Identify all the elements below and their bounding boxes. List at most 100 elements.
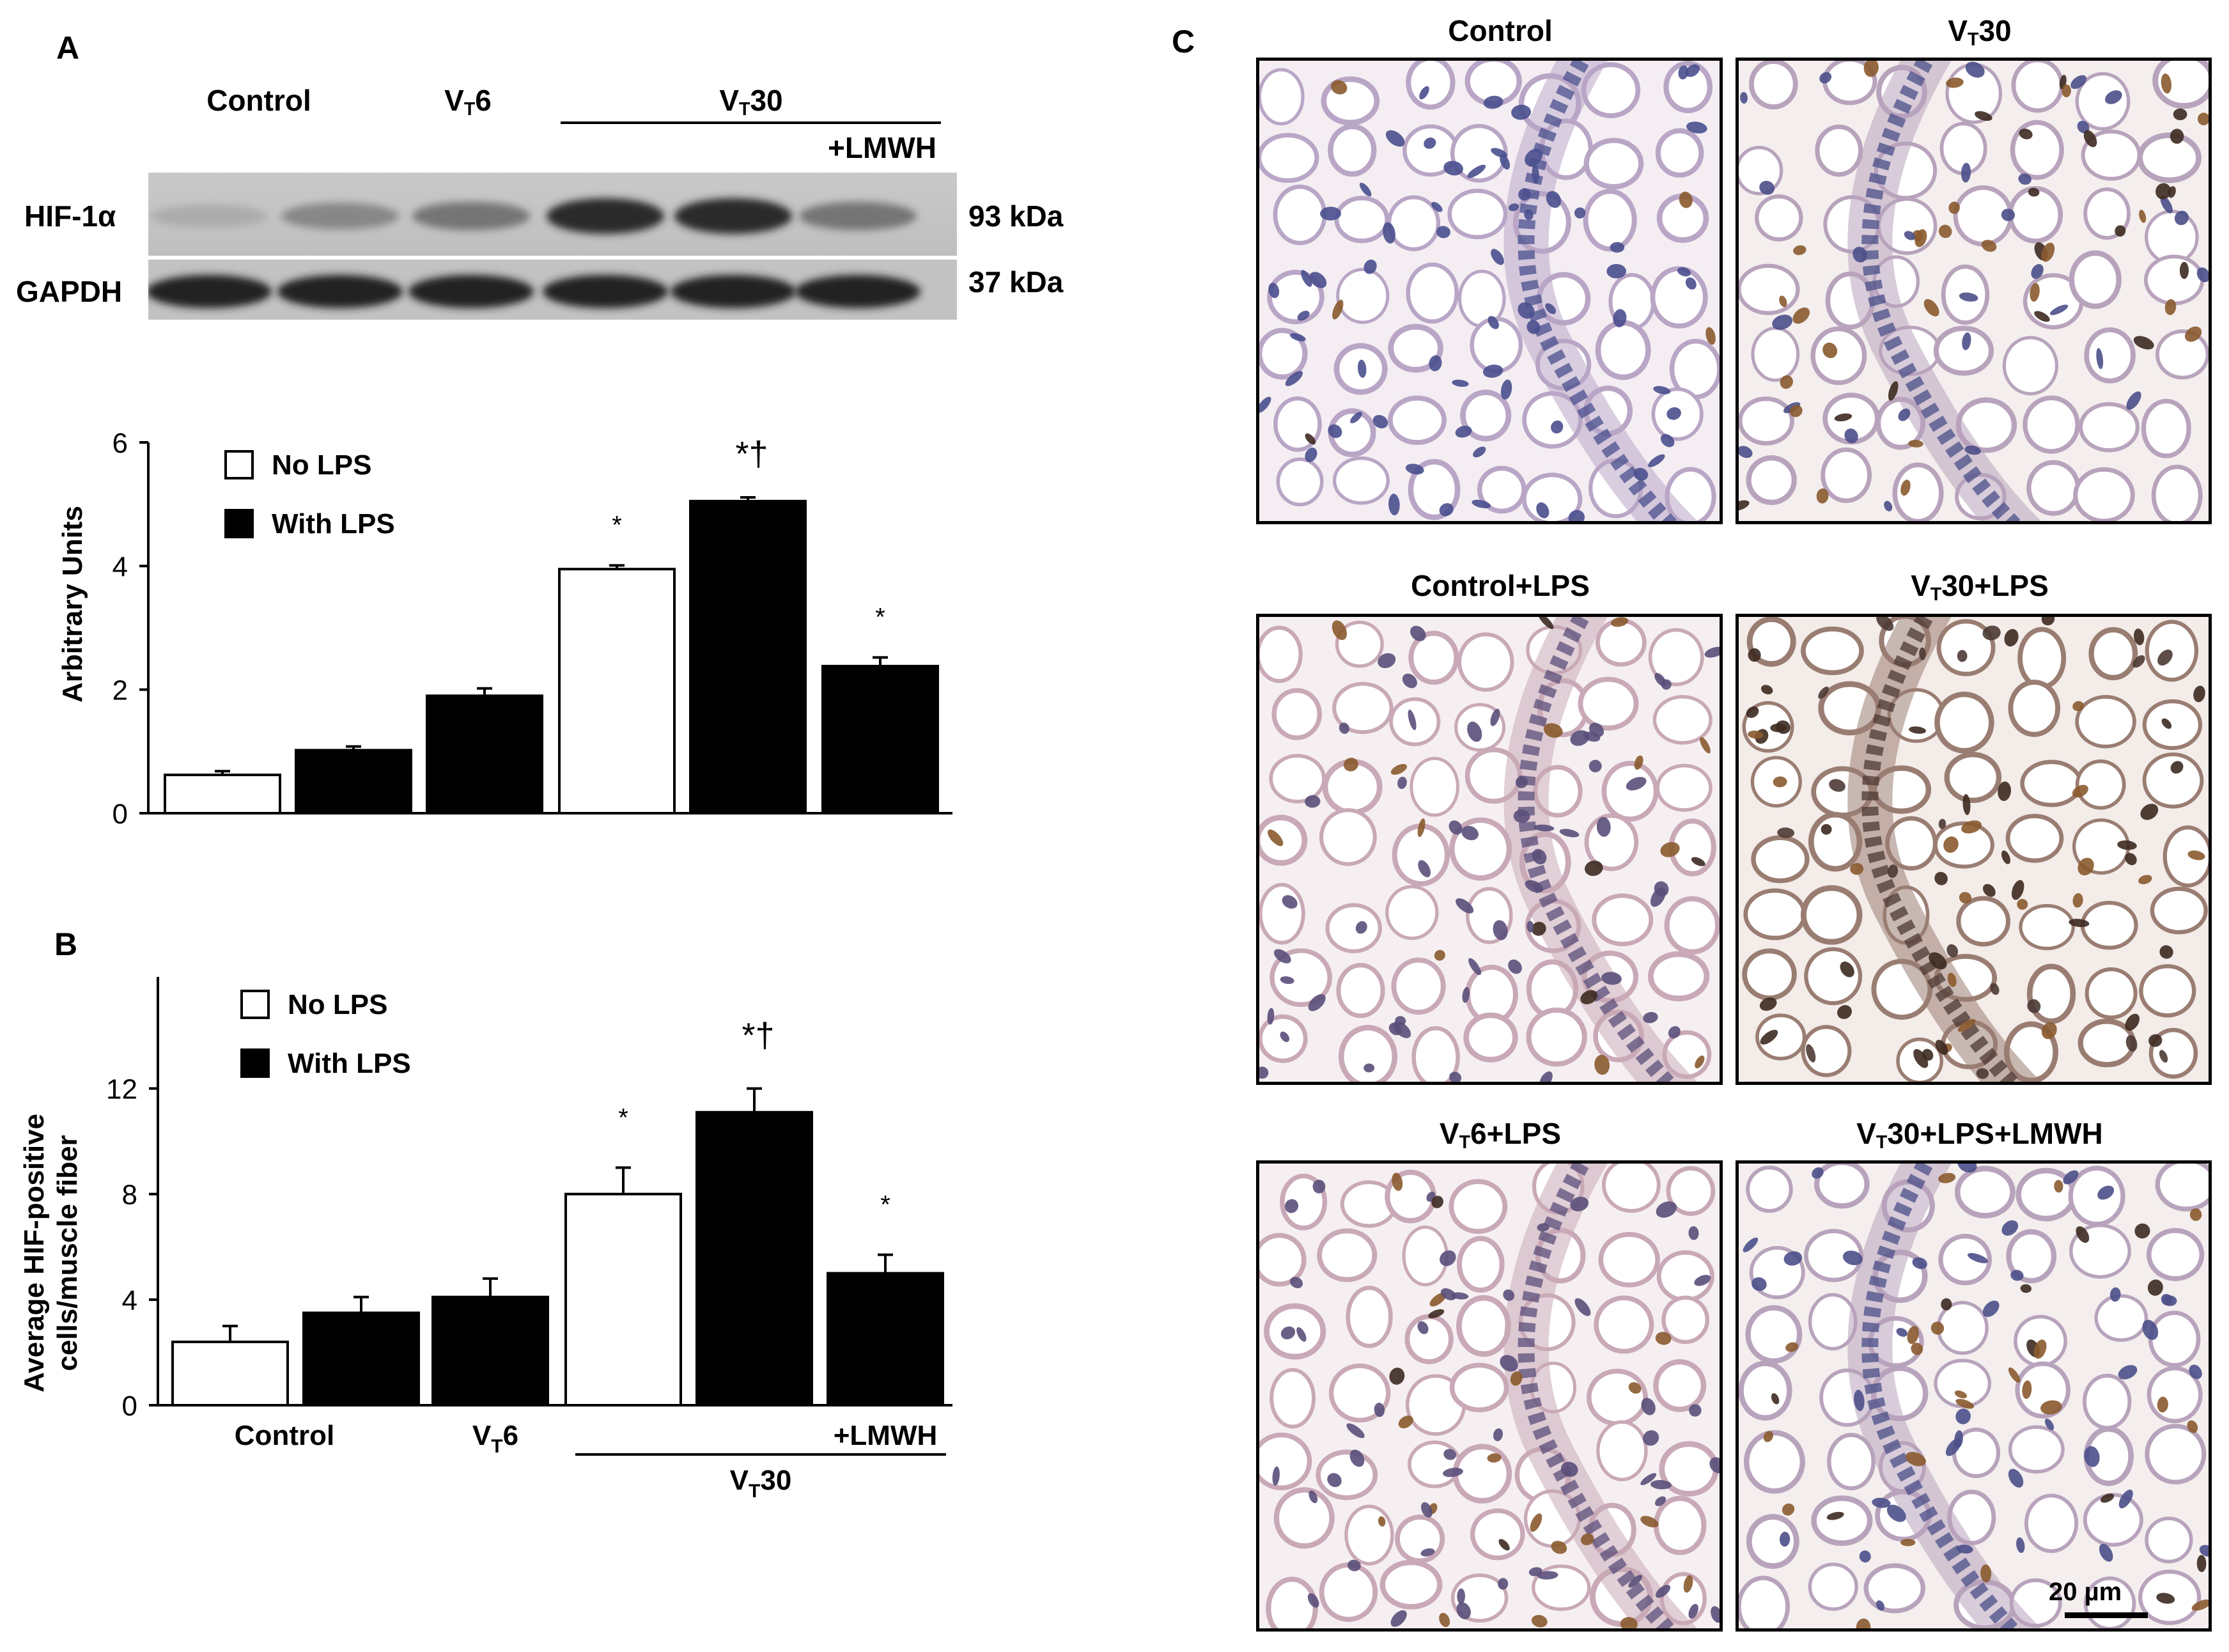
- cell-nucleus: [2027, 999, 2041, 1013]
- cell-nucleus: [1654, 881, 1669, 897]
- legend-label: With LPS: [272, 508, 395, 540]
- cell-nucleus: [1772, 315, 1793, 330]
- cell-nucleus: [1508, 959, 1522, 974]
- cell-nucleus: [2160, 196, 2173, 214]
- cell-nucleus: [1655, 1332, 1672, 1345]
- blot-protein-hif: HIF-1α: [24, 199, 116, 233]
- cell-nucleus: [1884, 501, 1893, 511]
- cell-nucleus: [1372, 415, 1388, 429]
- alveolus: [2083, 1493, 2143, 1547]
- cell-nucleus: [1634, 755, 1643, 770]
- alveolus: [1338, 1025, 1398, 1082]
- alveolus: [2155, 329, 2209, 380]
- cell-nucleus: [1929, 952, 1947, 970]
- cell-nucleus: [1443, 1449, 1456, 1460]
- cell-nucleus: [1666, 407, 1681, 420]
- cell-nucleus: [1388, 494, 1400, 516]
- scale-bar-label: 20 µm: [2049, 1578, 2122, 1606]
- alveolus: [2084, 327, 2136, 384]
- cell-nucleus: [2193, 685, 2205, 703]
- alveolus: [2139, 964, 2196, 1018]
- cell-nucleus: [1532, 848, 1547, 865]
- cell-nucleus: [1268, 283, 1280, 299]
- alveolus: [1388, 395, 1447, 445]
- chart-b: 0 4 8 12 Average HIF-positive cells/muscle fi…: [0, 946, 997, 1509]
- gapdh-band: [543, 275, 668, 308]
- alveolus: [2148, 1027, 2198, 1079]
- cell-nucleus: [2010, 1270, 2024, 1281]
- cell-nucleus: [2159, 945, 2173, 959]
- cell-nucleus: [2041, 242, 2055, 262]
- alveolus: [1410, 756, 1460, 817]
- alveolus: [1956, 896, 2011, 947]
- cell-nucleus: [2049, 304, 2069, 315]
- alveolus: [1448, 1179, 1508, 1235]
- cell-nucleus: [1913, 1048, 1929, 1068]
- cell-nucleus: [1309, 272, 1327, 288]
- alveolus: [1334, 196, 1390, 244]
- cell-nucleus: [1886, 1504, 1906, 1522]
- alveolus: [2145, 1424, 2207, 1484]
- cell-nucleus: [1943, 836, 1959, 853]
- alveolus: [1266, 1577, 1318, 1628]
- bar: [431, 1295, 549, 1407]
- cell-nucleus: [2063, 1170, 2079, 1185]
- cell-nucleus: [1515, 776, 1528, 788]
- cell-nucleus: [2148, 1034, 2163, 1047]
- cell-nucleus: [2187, 1420, 2198, 1433]
- alveolus: [1325, 903, 1382, 954]
- cell-nucleus: [2125, 853, 2137, 866]
- micro-title-2: Control+LPS: [1411, 569, 1590, 602]
- cell-nucleus: [2099, 1543, 2113, 1562]
- alveolus: [2078, 401, 2140, 453]
- cell-nucleus: [2161, 718, 2172, 729]
- cell-nucleus: [1947, 972, 1957, 987]
- cell-nucleus: [1439, 1612, 1450, 1627]
- cell-nucleus: [2196, 267, 2209, 283]
- cell-nucleus: [1518, 188, 1531, 201]
- cell-nucleus: [2022, 1380, 2032, 1399]
- cell-nucleus: [2161, 74, 2171, 94]
- cell-nucleus: [1511, 104, 1532, 120]
- cell-nucleus: [2126, 391, 2141, 410]
- alveolus: [1270, 948, 1332, 1008]
- cell-nucleus: [1346, 1423, 1365, 1438]
- micrograph-control: [1256, 58, 1723, 524]
- cell-nucleus: [1780, 375, 1793, 389]
- cell-nucleus: [1965, 61, 1985, 78]
- alveolus: [1601, 1164, 1661, 1213]
- cell-nucleus: [1285, 1199, 1299, 1213]
- alveolus: [1395, 1515, 1445, 1564]
- alveolus: [1933, 325, 1994, 376]
- blot-vt30-bracket-line: [561, 121, 941, 124]
- cell-nucleus: [2008, 1367, 2021, 1383]
- blot-size-93: 93 kDa: [968, 199, 1064, 233]
- alveolus: [1892, 462, 1944, 521]
- cell-nucleus: [1421, 1502, 1433, 1518]
- legend-swatch: [224, 509, 254, 538]
- cell-nucleus: [1513, 809, 1530, 823]
- cell-nucleus: [1339, 722, 1349, 734]
- y-tick-label: 0: [113, 799, 128, 830]
- alveolus: [2151, 464, 2203, 521]
- cell-nucleus: [1686, 121, 1707, 134]
- micrograph-control-lps: [1256, 614, 1723, 1085]
- alveolus: [1452, 1444, 1512, 1504]
- cell-nucleus: [1705, 327, 1716, 345]
- epithelial-nuclei: [1518, 617, 1678, 1082]
- cell-nucleus: [1822, 342, 1838, 359]
- cell-nucleus: [2117, 840, 2137, 850]
- alveolus: [1406, 61, 1456, 110]
- alveolus: [1408, 1440, 1462, 1488]
- cell-nucleus: [1819, 72, 1832, 84]
- cell-nucleus: [1601, 972, 1622, 985]
- cell-nucleus: [1537, 1571, 1558, 1580]
- alveolus: [1583, 189, 1637, 252]
- alveolus: [1745, 1305, 1803, 1364]
- blot-label-lmwh: +LMWH: [828, 131, 936, 164]
- cell-nucleus: [1559, 829, 1580, 838]
- cell-nucleus: [1656, 1201, 1677, 1218]
- alveolus: [2005, 813, 2064, 863]
- cell-nucleus: [1503, 1289, 1515, 1301]
- alveolus: [1650, 266, 1708, 329]
